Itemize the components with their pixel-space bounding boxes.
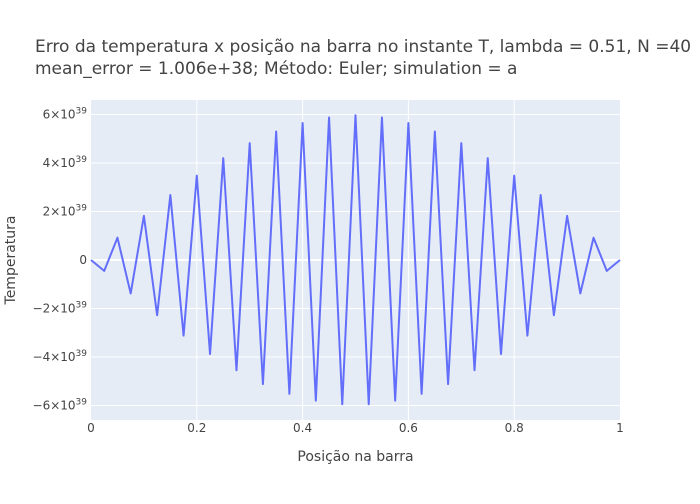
y-tick-labels: 6×1039 4×1039 2×1039 0 −2×1039 −4×1039 −6×1039 xyxy=(33,107,88,413)
y-tick-label: −6×1039 xyxy=(33,397,88,412)
x-tick-label: 0 xyxy=(87,421,95,435)
chart-title-line-2: mean_error = 1.006e+38; Método: Euler; s… xyxy=(35,59,517,79)
y-tick-label: 0 xyxy=(79,253,87,267)
y-tick-label: 4×1039 xyxy=(43,155,88,170)
x-tick-label: 1 xyxy=(616,421,624,435)
y-axis-label: Temperatura xyxy=(3,216,19,306)
x-tick-label: 0.6 xyxy=(399,421,418,435)
y-tick-label: 6×1039 xyxy=(43,107,88,122)
series-layer xyxy=(90,114,621,406)
chart-title-line-1: Erro da temperatura x posição na barra n… xyxy=(35,37,691,57)
grid xyxy=(91,100,620,420)
x-axis-label: Posição na barra xyxy=(297,449,413,465)
x-tick-labels: 0 0.2 0.4 0.6 0.8 1 xyxy=(87,421,624,435)
x-tick-label: 0.4 xyxy=(293,421,312,435)
x-tick-label: 0.2 xyxy=(187,421,206,435)
x-tick-label: 0.8 xyxy=(505,421,524,435)
y-tick-label: −4×1039 xyxy=(33,349,88,364)
y-tick-label: −2×1039 xyxy=(33,300,88,315)
series-line xyxy=(90,114,621,406)
y-tick-label: 2×1039 xyxy=(43,204,88,219)
